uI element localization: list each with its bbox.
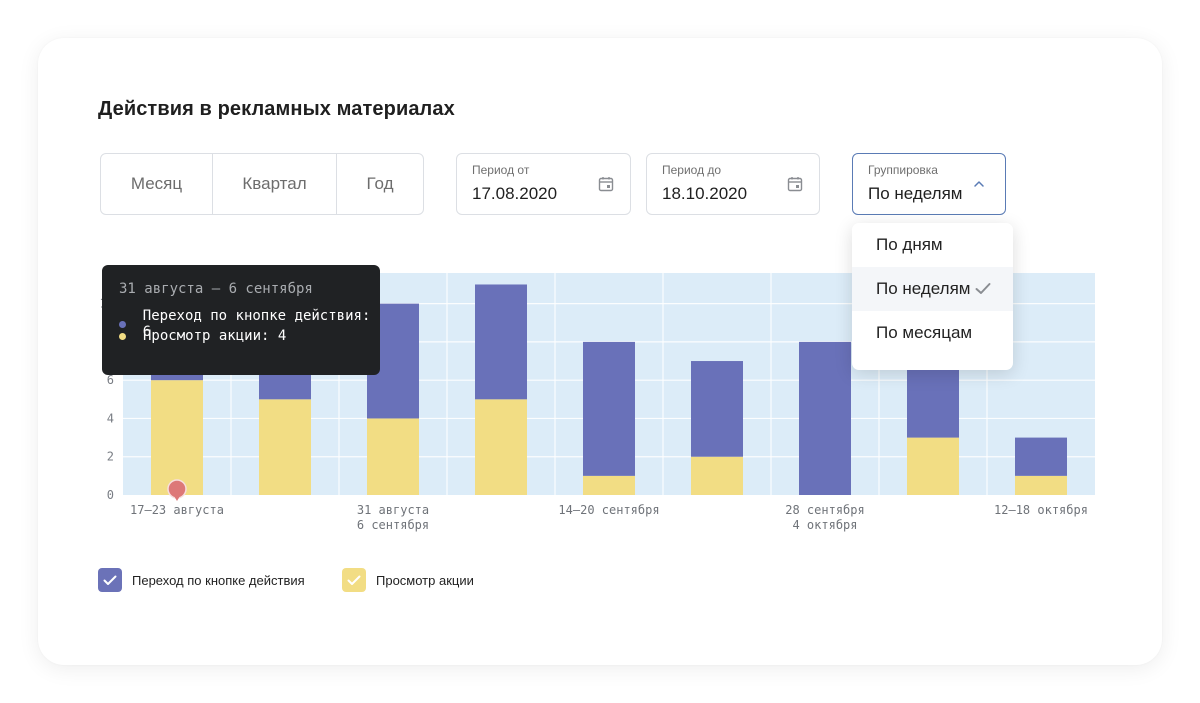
period-to-field[interactable]: Период до 18.10.2020 xyxy=(646,153,820,215)
period-from-field[interactable]: Период от 17.08.2020 xyxy=(456,153,631,215)
calendar-icon[interactable] xyxy=(598,176,614,192)
tab-month[interactable]: Месяц xyxy=(130,174,183,193)
legend-label-view: Просмотр акции xyxy=(376,572,474,588)
period-from-label: Период от xyxy=(472,163,530,177)
event-marker-tip xyxy=(174,496,180,501)
bar-segment xyxy=(475,284,527,400)
x-tick-label: 17–23 августа xyxy=(130,503,224,517)
tooltip-row-action-text: Переход по кнопке действия: 6 xyxy=(142,308,371,340)
checkbox-checked-icon[interactable] xyxy=(98,568,122,592)
legend-label-action: Переход по кнопке действия xyxy=(132,572,305,588)
checkbox-checked-icon[interactable] xyxy=(342,568,366,592)
x-tick-label: 12–18 октября xyxy=(994,503,1088,517)
chart-tooltip: 31 августа – 6 сентября Переход по кнопк… xyxy=(102,265,380,375)
grouping-option-months[interactable]: По месяцам xyxy=(852,311,1013,355)
x-tick-label: 31 августа xyxy=(357,503,429,517)
period-to-value: 18.10.2020 xyxy=(662,184,748,203)
bar-segment xyxy=(907,437,959,495)
bar-segment xyxy=(259,399,311,495)
grouping-select[interactable]: Группировка По неделям xyxy=(852,153,1006,215)
tooltip-row-view: Просмотр акции: 4 xyxy=(119,328,286,344)
bar-segment xyxy=(475,399,527,495)
grouping-label: Группировка xyxy=(868,163,938,177)
tooltip-dot-icon xyxy=(119,320,126,328)
tooltip-dot-icon xyxy=(119,332,126,340)
legend-item-view[interactable]: Просмотр акции xyxy=(342,568,474,592)
tab-year[interactable]: Год xyxy=(336,154,423,214)
bar-segment xyxy=(799,341,851,495)
legend-item-action[interactable]: Переход по кнопке действия xyxy=(98,568,305,592)
grouping-value: По неделям xyxy=(868,184,963,203)
bar-segment xyxy=(367,418,419,495)
x-tick-label: 14–20 сентября xyxy=(558,503,659,517)
checkmark-icon xyxy=(975,283,991,294)
bar-segment xyxy=(583,475,635,495)
y-tick-label: 6 xyxy=(107,373,114,387)
tab-quarter[interactable]: Квартал xyxy=(212,154,336,214)
bar-segment xyxy=(1015,475,1067,495)
bar-segment xyxy=(691,456,743,495)
x-tick-label: 6 сентября xyxy=(357,518,429,532)
grouping-option-weeks-label: По неделям xyxy=(876,279,971,298)
period-tabs: Месяц Квартал Год xyxy=(100,153,424,215)
period-to-label: Период до xyxy=(662,163,722,177)
chevron-up-icon[interactable] xyxy=(973,180,985,188)
bar-segment xyxy=(1015,437,1067,476)
tooltip-row-view-text: Просмотр акции: 4 xyxy=(143,328,287,344)
y-tick-label: 2 xyxy=(107,450,114,464)
grouping-dropdown-menu: По дням По неделям По месяцам xyxy=(852,223,1013,370)
x-tick-label: 4 октября xyxy=(792,518,857,532)
page-title: Действия в рекламных материалах xyxy=(98,98,455,120)
grouping-option-days-label: По дням xyxy=(876,235,943,254)
tooltip-date: 31 августа – 6 сентября xyxy=(119,281,313,297)
grouping-option-months-label: По месяцам xyxy=(876,323,973,342)
event-marker xyxy=(167,479,187,499)
grouping-option-weeks[interactable]: По неделям xyxy=(852,267,1013,311)
x-tick-label: 28 сентября xyxy=(785,503,864,517)
y-tick-label: 4 xyxy=(107,411,114,425)
tooltip-row-action: Переход по кнопке действия: 6 xyxy=(119,308,380,340)
bar-segment xyxy=(151,380,203,495)
bar-segment xyxy=(691,361,743,457)
bar-segment xyxy=(583,341,635,476)
calendar-icon[interactable] xyxy=(787,176,803,192)
grouping-option-days[interactable]: По дням xyxy=(852,223,1013,267)
period-from-value: 17.08.2020 xyxy=(472,184,558,203)
y-tick-label: 0 xyxy=(107,488,114,502)
